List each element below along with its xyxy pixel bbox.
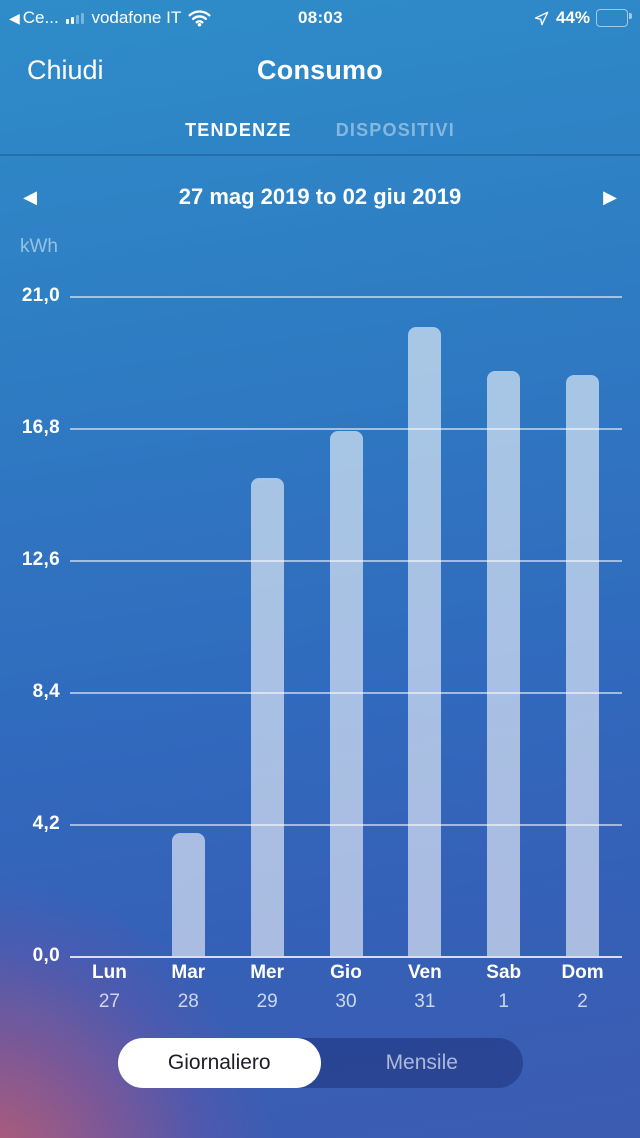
- tab-dispositivi[interactable]: DISPOSITIVI: [335, 120, 455, 140]
- period-toggle: Giornaliero Mensile: [118, 1038, 523, 1088]
- toggle-option-giornaliero[interactable]: Giornaliero: [118, 1038, 321, 1088]
- x-axis-date-label: 31: [414, 991, 436, 1012]
- x-axis-date-label: 2: [577, 991, 588, 1012]
- consumption-bar: [566, 374, 600, 956]
- clock: 08:03: [297, 8, 343, 27]
- x-axis-date-label: 27: [98, 991, 120, 1012]
- x-axis-date-label: 1: [498, 991, 509, 1012]
- x-axis-date-label: 29: [256, 991, 278, 1012]
- x-axis-day-label: Ven: [407, 962, 442, 983]
- back-chevron-icon: ◀: [9, 10, 20, 26]
- consumption-bar: [171, 833, 205, 956]
- x-axis-day-label: Lun: [92, 962, 127, 983]
- consumption-bar: [329, 431, 363, 956]
- wifi-icon: [188, 9, 211, 27]
- back-to-app-label: Ce...: [22, 8, 59, 27]
- close-button[interactable]: Chiudi: [27, 55, 104, 85]
- battery-nub: [629, 13, 632, 19]
- y-axis-tick-label: 0,0: [32, 945, 60, 966]
- y-axis-tick-label: 8,4: [32, 681, 60, 702]
- y-axis-tick-label: 16,8: [21, 417, 60, 438]
- tab-tendenze[interactable]: TENDENZE: [185, 120, 292, 140]
- x-axis-day-label: Mar: [171, 962, 206, 983]
- battery-percent: 44%: [555, 8, 590, 27]
- battery-icon: [596, 9, 632, 27]
- cellular-signal-icon: [65, 12, 85, 24]
- date-range-label: 27 mag 2019 to 02 giu 2019: [178, 184, 462, 209]
- next-period-button[interactable]: ▶: [588, 177, 632, 217]
- page-title: Consumo: [257, 55, 383, 85]
- x-axis-day-label: Mer: [250, 962, 285, 983]
- header-divider: [0, 154, 640, 156]
- x-axis-day-label: Sab: [486, 962, 522, 983]
- x-axis-day-label: Dom: [561, 962, 604, 983]
- gridline: [70, 428, 622, 430]
- y-axis-tick-label: 12,6: [21, 549, 60, 570]
- y-axis-unit-label: kWh: [20, 236, 58, 257]
- x-axis-date-label: 28: [177, 991, 199, 1012]
- toggle-option-mensile[interactable]: Mensile: [385, 1051, 458, 1074]
- gridline: [70, 296, 622, 298]
- y-axis-tick-label: 4,2: [32, 813, 60, 834]
- y-axis-tick-label: 21,0: [21, 285, 60, 306]
- back-to-app-indicator[interactable]: ◀ Ce...: [9, 8, 59, 28]
- tab-bar: TENDENZE DISPOSITIVI: [0, 120, 640, 141]
- carrier-label: vodafone IT: [91, 8, 182, 27]
- x-axis-day-label: Gio: [330, 962, 362, 983]
- location-icon: [534, 11, 549, 25]
- date-navigation: ◀ 27 mag 2019 to 02 giu 2019 ▶: [0, 177, 640, 217]
- consumption-bar: [250, 478, 284, 956]
- x-axis-line: [70, 956, 622, 958]
- consumption-bar: [408, 327, 442, 956]
- status-bar: ◀ Ce... vodafone IT 08:03 44%: [0, 0, 640, 36]
- previous-period-button[interactable]: ◀: [8, 177, 52, 217]
- consumption-bar: [487, 371, 521, 956]
- x-axis-date-label: 30: [335, 991, 357, 1012]
